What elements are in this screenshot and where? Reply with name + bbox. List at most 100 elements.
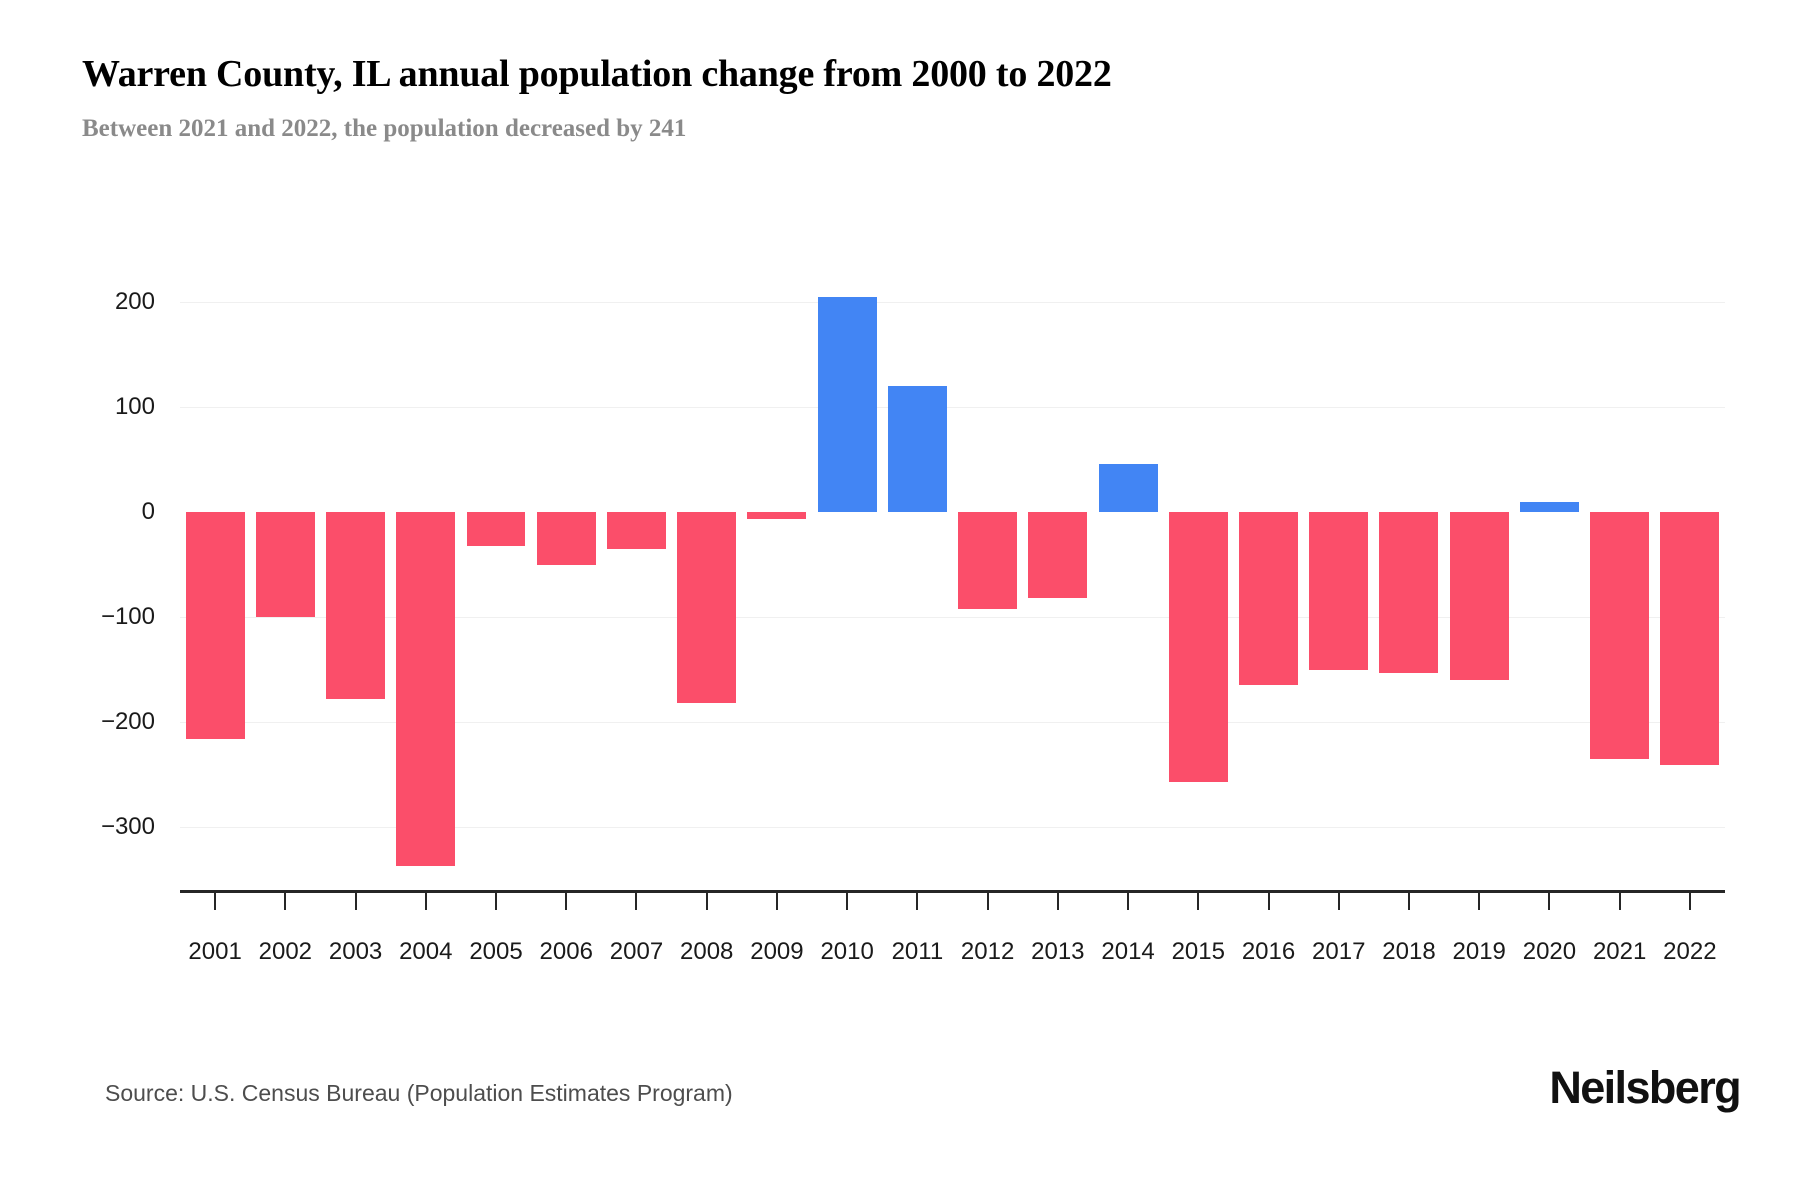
bar-2009[interactable] (747, 512, 807, 520)
bar-slot[interactable] (601, 280, 671, 890)
x-tick-label-2009: 2009 (750, 938, 804, 965)
bar-2002[interactable] (255, 512, 315, 617)
bar-2017[interactable] (1309, 512, 1369, 670)
x-tick-label-2022: 2022 (1663, 938, 1717, 965)
x-tick-label-2014: 2014 (1101, 938, 1155, 965)
x-tick-label-2004: 2004 (399, 938, 453, 965)
x-tick-label-2020: 2020 (1522, 938, 1577, 965)
y-tick-label: −200 (100, 708, 155, 735)
bar-slot[interactable] (461, 280, 531, 890)
x-tick-label-2007: 2007 (609, 938, 664, 965)
bar-2011[interactable] (887, 386, 947, 512)
bar-slot[interactable] (1093, 280, 1163, 890)
bar-2006[interactable] (536, 512, 596, 565)
gridline--100 (180, 617, 1725, 618)
bar-2005[interactable] (466, 512, 526, 546)
bar-2010[interactable] (817, 296, 877, 512)
bar-2004[interactable] (396, 512, 456, 866)
bar-slot[interactable] (250, 280, 320, 890)
bar-2015[interactable] (1168, 512, 1228, 782)
x-tick-label-2006: 2006 (539, 938, 593, 965)
bar-slot[interactable] (180, 280, 250, 890)
x-tick (1337, 890, 1340, 910)
y-tick-label: 100 (114, 393, 155, 420)
bar-slot[interactable] (1023, 280, 1093, 890)
y-tick-label: −300 (100, 813, 155, 840)
x-tick (1056, 890, 1059, 910)
x-tick-label-2017: 2017 (1312, 938, 1366, 965)
x-tick (1197, 890, 1200, 910)
x-tick (1548, 890, 1551, 910)
bar-2013[interactable] (1028, 512, 1088, 599)
bar-2020[interactable] (1519, 501, 1579, 512)
y-tick-label: −100 (100, 603, 155, 630)
bar-slot[interactable] (1233, 280, 1303, 890)
bar-slot[interactable] (1655, 280, 1725, 890)
x-tick-label-2021: 2021 (1592, 938, 1647, 965)
gridline-0 (180, 512, 1725, 513)
bar-slot[interactable] (812, 280, 882, 890)
bar-slot[interactable] (1374, 280, 1444, 890)
bar-slot[interactable] (531, 280, 601, 890)
bar-2014[interactable] (1098, 463, 1158, 512)
gridline--300 (180, 827, 1725, 828)
y-tick-label: 200 (114, 288, 155, 315)
bar-slot[interactable] (391, 280, 461, 890)
gridline-200 (180, 302, 1725, 303)
bar-slot[interactable] (1304, 280, 1374, 890)
bar-slot[interactable] (742, 280, 812, 890)
bar-2003[interactable] (326, 512, 386, 699)
gridline--200 (180, 722, 1725, 723)
bar-slot[interactable] (320, 280, 390, 890)
x-tick-label-2013: 2013 (1031, 938, 1085, 965)
bars-group (180, 280, 1725, 890)
page-subtitle: Between 2021 and 2022, the population de… (82, 114, 687, 142)
bar-slot[interactable] (1444, 280, 1514, 890)
x-tick (495, 890, 498, 910)
x-tick-label-2016: 2016 (1241, 938, 1296, 965)
x-tick (1407, 890, 1410, 910)
bar-2022[interactable] (1660, 512, 1720, 766)
x-tick (214, 890, 217, 910)
source-note: Source: U.S. Census Bureau (Population E… (105, 1080, 733, 1106)
bar-2012[interactable] (958, 512, 1018, 609)
bar-slot[interactable] (953, 280, 1023, 890)
bar-2008[interactable] (677, 512, 737, 704)
x-tick (705, 890, 708, 910)
x-tick-label-2010: 2010 (820, 938, 874, 965)
bar-2021[interactable] (1590, 512, 1650, 759)
x-axis-line (180, 890, 1725, 893)
x-tick-label-2019: 2019 (1452, 938, 1506, 965)
bar-2019[interactable] (1449, 512, 1509, 680)
x-tick (1618, 890, 1621, 910)
gridline-100 (180, 407, 1725, 408)
brand-logo: Neilsberg (1549, 1062, 1741, 1113)
y-tick-label: 0 (141, 498, 155, 525)
bar-slot[interactable] (1163, 280, 1233, 890)
bar-2007[interactable] (606, 512, 666, 549)
x-tick-label-2005: 2005 (469, 938, 523, 965)
bar-2001[interactable] (185, 512, 245, 739)
x-tick-label-2002: 2002 (258, 938, 313, 965)
x-tick (1478, 890, 1481, 910)
plot-canvas (180, 280, 1725, 890)
x-tick-label-2008: 2008 (680, 938, 734, 965)
x-tick-label-2015: 2015 (1171, 938, 1225, 965)
x-tick (986, 890, 989, 910)
x-tick (635, 890, 638, 910)
bar-slot[interactable] (1514, 280, 1584, 890)
x-tick-label-2018: 2018 (1382, 938, 1436, 965)
bar-slot[interactable] (882, 280, 952, 890)
x-tick (354, 890, 357, 910)
x-tick (846, 890, 849, 910)
bar-2018[interactable] (1379, 512, 1439, 673)
x-tick (1127, 890, 1130, 910)
bar-2016[interactable] (1239, 512, 1298, 686)
x-tick (1688, 890, 1691, 910)
page-title: Warren County, IL annual population chan… (82, 53, 1112, 95)
x-tick-label-2003: 2003 (328, 938, 383, 965)
x-tick (775, 890, 778, 910)
bar-slot[interactable] (1585, 280, 1655, 890)
bar-slot[interactable] (672, 280, 742, 890)
